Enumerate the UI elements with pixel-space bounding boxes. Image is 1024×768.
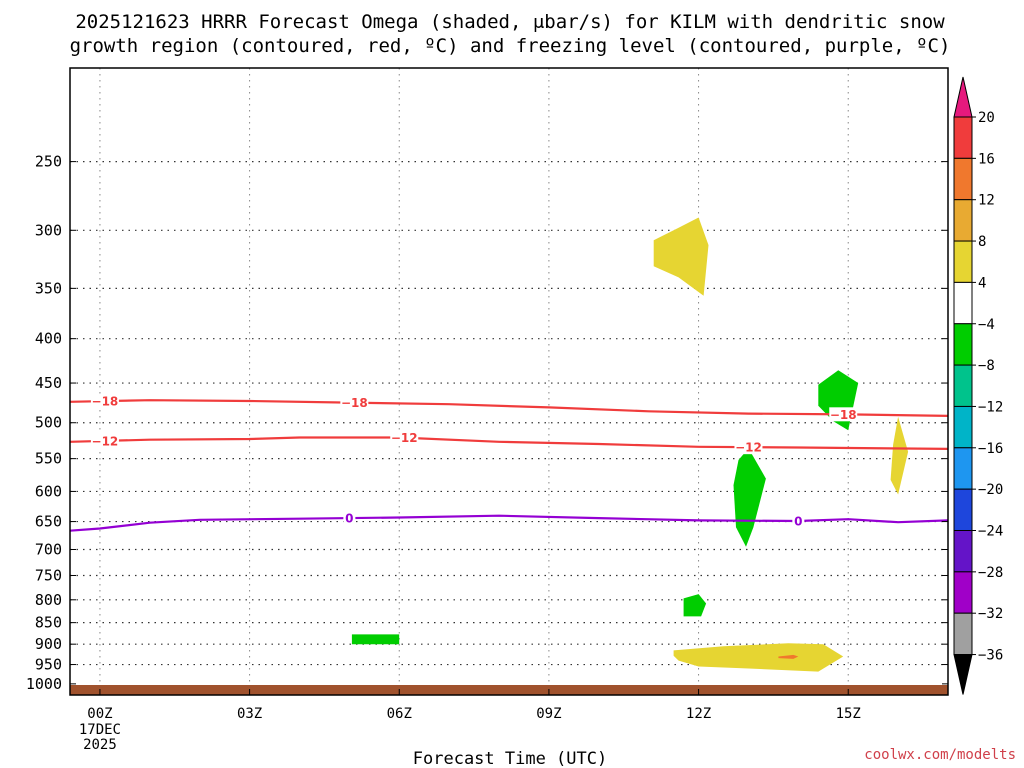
colorbar-label: −4 [978, 317, 995, 333]
contour-label: −12 [735, 441, 762, 455]
colorbar-label: 20 [978, 110, 995, 126]
omega-region [653, 217, 709, 296]
colorbar-band [953, 281, 973, 325]
y-tick-label: 400 [35, 330, 62, 348]
y-tick-label: 800 [35, 591, 62, 609]
credit-text: coolwx.com/modelts [864, 747, 1016, 763]
colorbar-label: −8 [978, 358, 995, 374]
x-tick-label: 15Z [836, 706, 861, 722]
colorbar-band [953, 488, 973, 531]
contour-label: −18 [92, 395, 119, 409]
contour-label: −12 [391, 431, 418, 445]
y-tick-label: 500 [35, 414, 62, 432]
y-tick-label: 850 [35, 614, 62, 632]
x-tick-label: 09Z [536, 706, 561, 722]
y-tick-label: 950 [35, 656, 62, 674]
contour-line [69, 514, 949, 532]
contour-label-bg [734, 440, 763, 455]
plot-background [70, 68, 948, 695]
colorbar-label: −20 [978, 482, 1003, 498]
contour-label: −18 [830, 408, 857, 422]
colorbar-band [953, 571, 973, 614]
contour-label: −18 [341, 396, 368, 410]
x-tick-label: 00Z [87, 706, 112, 722]
x-tick-label: 06Z [387, 706, 412, 722]
colorbar-label: 4 [978, 275, 986, 291]
colorbar-band [953, 116, 973, 159]
omega-shading [351, 217, 909, 672]
contour-label-bg [792, 513, 805, 528]
colorbar-band [953, 530, 973, 573]
colorbar-band [953, 199, 973, 242]
omega-region [778, 654, 799, 659]
y-tick-label: 700 [35, 540, 62, 558]
colorbar-top-arrow [953, 76, 973, 118]
surface-bar [70, 685, 948, 695]
omega-region [890, 416, 909, 495]
omega-region [683, 594, 707, 617]
colorbar-band [953, 447, 973, 490]
omega-region [351, 634, 400, 645]
colorbar-band [953, 612, 973, 656]
y-axis: 250 300 350 400 450 500 550 600 650 700 750 800 850 9… [26, 153, 948, 693]
contour-label: 0 [345, 512, 353, 526]
y-tick-label: 900 [35, 635, 62, 653]
plot-frame [69, 67, 949, 696]
y-tick-label: 1000 [26, 675, 62, 693]
contour-label-bg [390, 430, 419, 445]
x-axis-label: Forecast Time (UTC) [413, 749, 607, 768]
contour-line [69, 399, 949, 417]
colorbar-band [953, 364, 973, 407]
omega-region [673, 643, 844, 672]
colorbar-band [953, 323, 973, 366]
y-tick-label: 650 [35, 513, 62, 531]
colorbar-label: −36 [978, 648, 1003, 664]
contour-label: −12 [92, 434, 119, 448]
y-tick-label: 300 [35, 221, 62, 239]
x-tick-sublabel: 17DEC [79, 722, 121, 738]
contour-label-bg [340, 395, 369, 410]
colorbar-label: −32 [978, 606, 1003, 622]
colorbar-bottom-arrow [953, 654, 973, 695]
y-tick-label: 600 [35, 482, 62, 500]
x-tick-sublabel: 2025 [83, 737, 117, 753]
colorbar-label: 16 [978, 151, 995, 167]
chart-title-line-2: growth region (contoured, red, ºC) and f… [70, 35, 951, 57]
contour-label-bg [90, 394, 119, 409]
x-tick-label: 12Z [686, 706, 711, 722]
colorbar-band [953, 240, 973, 283]
y-tick-label: 550 [35, 450, 62, 468]
y-tick-label: 250 [35, 153, 62, 171]
contour-label-bg [90, 433, 119, 448]
contour-label-bg [829, 407, 858, 422]
colorbar-label: −28 [978, 565, 1003, 581]
colorbar-band [953, 405, 973, 449]
y-tick-label: 350 [35, 279, 62, 297]
colorbar-label: 12 [978, 193, 995, 209]
colorbar-band [953, 157, 973, 201]
y-tick-label: 450 [35, 374, 62, 392]
temperature-contours: −18 −18 −18 −12 −12 −12 0 0 [69, 394, 949, 532]
colorbar-label: −12 [978, 399, 1003, 415]
contour-label: 0 [794, 514, 802, 528]
colorbar-label: −24 [978, 524, 1003, 540]
chart-title-line-1: 2025121623 HRRR Forecast Omega (shaded, … [75, 11, 945, 33]
contour-label-bg [343, 511, 356, 526]
omega-region [733, 448, 766, 547]
colorbar-label: −16 [978, 441, 1003, 457]
colorbar-label: 8 [978, 234, 986, 250]
y-tick-label: 750 [35, 566, 62, 584]
x-tick-label: 03Z [237, 706, 262, 722]
colorbar: 20 16 12 8 4 −4 −8 −12 −16 −20 −24 −28 −32 −36 [953, 76, 1003, 695]
